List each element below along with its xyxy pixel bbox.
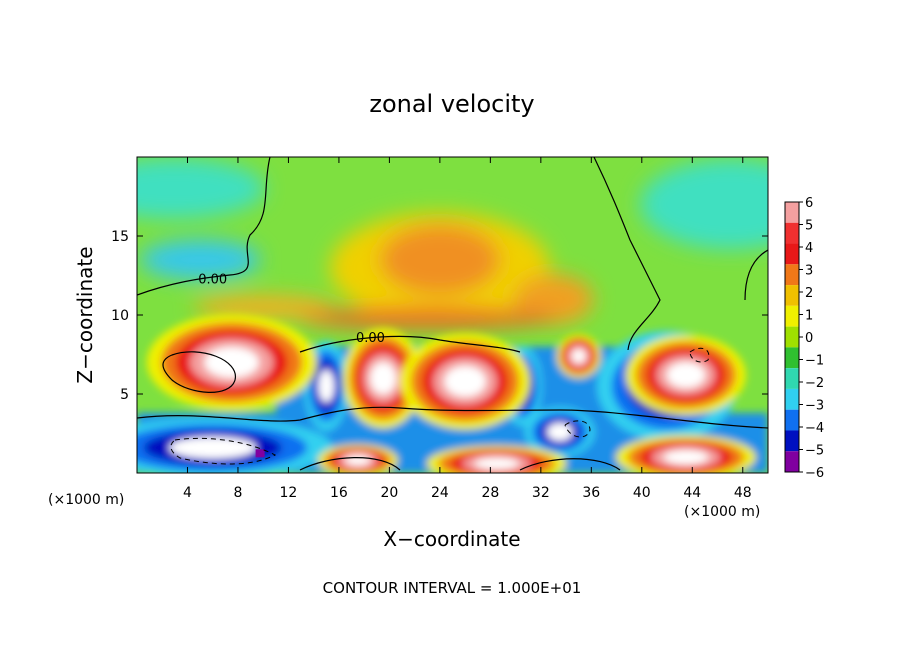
field-smooth-layer: [137, 158, 768, 329]
negative-core: [318, 369, 335, 403]
colorbar-label: −6: [805, 466, 824, 481]
colorbar-swatch: [785, 430, 799, 452]
colorbar-label: −3: [805, 399, 824, 414]
contour-line: [299, 335, 521, 353]
contour-line: [162, 351, 236, 393]
colorbar-swatch: [785, 451, 799, 472]
colorbar-swatch: [785, 305, 799, 327]
colorbar-label: −5: [805, 444, 824, 459]
x-tick-label: 40: [633, 485, 651, 501]
colorbar-label: −4: [805, 421, 824, 436]
colorbar-label: 1: [805, 309, 813, 324]
negative-contours: [170, 347, 710, 465]
positive-core: [663, 450, 709, 465]
colorbar-swatch: [785, 347, 799, 369]
colorbar-label: 4: [805, 241, 813, 256]
colorbar-label: 2: [805, 286, 813, 301]
contour-lines: [137, 157, 768, 471]
contour-line: [299, 457, 401, 471]
contour-line: [519, 458, 621, 471]
colorbar-swatch: [785, 222, 799, 244]
contour-label: 0.00: [198, 272, 227, 287]
colorbar-swatch: [785, 285, 799, 306]
positive-core: [345, 455, 371, 466]
x-unit-left: (×1000 m): [48, 492, 124, 508]
colorbar-swatch: [785, 409, 799, 431]
colorbar-label: 5: [805, 219, 813, 234]
contour-interval-note: CONTOUR INTERVAL = 1.000E+01: [323, 579, 582, 597]
x-tick-label: 44: [683, 485, 701, 501]
x-tick-label: 12: [280, 485, 298, 501]
negative-contour: [564, 420, 591, 438]
field-core-layer: [137, 314, 768, 473]
field-upper-right-cyan: [640, 159, 768, 250]
x-tick-label: 4: [183, 485, 192, 501]
x-tick-label: 36: [582, 485, 600, 501]
negative-contour: [170, 437, 277, 465]
colorbar-swatch: [785, 388, 799, 410]
min-velocity-spot: [255, 449, 265, 458]
field-left-band: [193, 295, 334, 320]
y-tick-label: 5: [120, 387, 129, 403]
x-axis-label: X−coordinate: [383, 527, 520, 551]
field-upper-orange: [379, 224, 500, 295]
chart-title: zonal velocity: [369, 90, 534, 118]
field-upper-left-cyan: [137, 158, 265, 219]
y-axis-label: Z−coordinate: [73, 246, 97, 383]
field-orange-right: [513, 274, 594, 325]
x-tick-label: 20: [380, 485, 398, 501]
velocity-field: 0.00 0.00: [137, 157, 768, 473]
contour-line: [744, 249, 768, 301]
colorbar-label: 6: [805, 196, 813, 211]
colorbar-label: 3: [805, 264, 813, 279]
contour-line: [593, 157, 661, 351]
x-tick-label: 28: [481, 485, 499, 501]
x-tick-label: 8: [233, 485, 242, 501]
field-shear-band: [297, 308, 558, 329]
x-tick-label: 48: [734, 485, 752, 501]
y-tick-label: 10: [111, 308, 129, 324]
colorbar-swatch: [785, 264, 799, 286]
contour-label: 0.00: [356, 331, 385, 346]
colorbar-swatch: [785, 202, 799, 223]
field-left-blue-band: [140, 239, 261, 280]
contour-line: [137, 157, 271, 296]
positive-core: [666, 362, 706, 388]
y-tick-label: 15: [111, 229, 129, 245]
x-tick-label: 24: [431, 485, 449, 501]
negative-core: [169, 436, 257, 459]
colorbar-label: −2: [805, 376, 824, 391]
colorbar-swatch: [785, 368, 799, 389]
x-unit-right: (×1000 m): [684, 504, 760, 520]
positive-core: [571, 349, 586, 364]
positive-core: [370, 362, 396, 395]
colorbar-swatch: [785, 243, 799, 265]
positive-core: [444, 366, 486, 397]
colorbar-label: 0: [805, 331, 813, 346]
positive-core: [474, 457, 520, 470]
positive-core: [204, 347, 259, 378]
y-axis: 5 10 15: [111, 229, 768, 403]
contour-line: [137, 406, 768, 429]
negative-contour: [689, 347, 710, 363]
colorbar-swatch: [785, 326, 799, 348]
negative-core: [547, 422, 573, 441]
x-axis: 4 8 12 16 20 24 28 32 36 40 44 48: [183, 157, 752, 501]
colorbar: 6 5 4 3 2 1 0 −1 −2 −3 −4 −5 −6: [784, 196, 824, 481]
colorbar-label: −1: [805, 354, 824, 369]
x-tick-label: 32: [532, 485, 550, 501]
x-tick-label: 16: [330, 485, 348, 501]
